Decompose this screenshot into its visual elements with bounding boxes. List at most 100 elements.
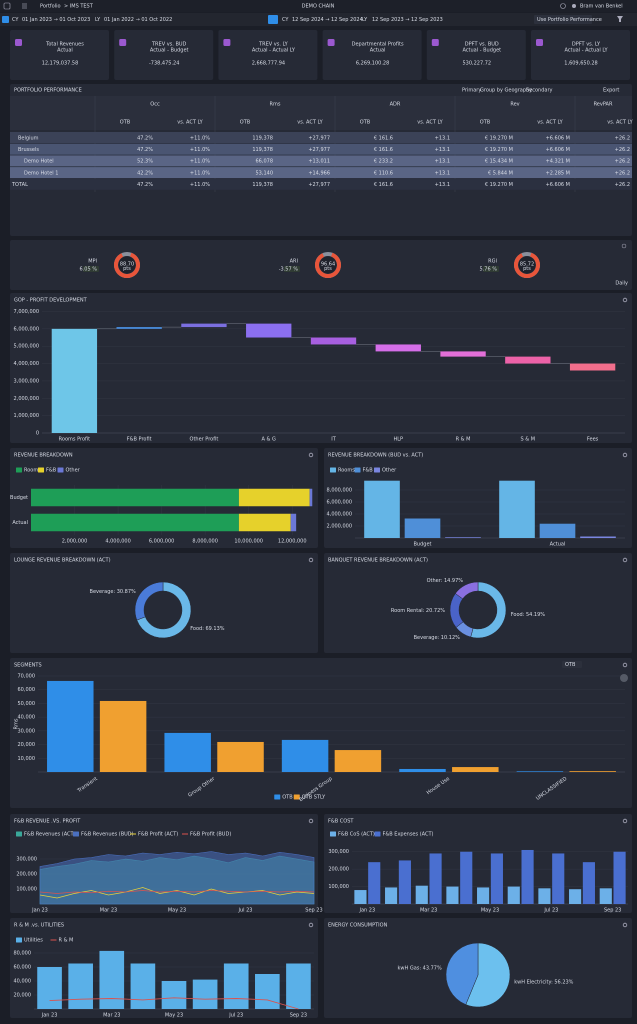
change-cell: +27,977 (308, 182, 330, 188)
table-row (10, 178, 632, 190)
bar (255, 974, 280, 1009)
change-cell: +26.2 (615, 135, 630, 141)
waterfall-bar (246, 323, 292, 338)
table-control[interactable]: Group by Geography (480, 88, 532, 94)
gauge-change: 6.05 % (80, 267, 98, 273)
value-cell: € 161.6 (374, 182, 393, 188)
table-control[interactable]: Primary (462, 88, 481, 94)
group-header: RevPAR (594, 102, 613, 108)
gauge-period: Daily (615, 281, 628, 287)
kpi-icon (327, 39, 335, 46)
chart-title: REVENUE BREAKDOWN (14, 453, 73, 459)
y-tick-label: 2,000,000 (327, 524, 352, 530)
option-dropdown[interactable] (534, 15, 592, 24)
gauge-change-badge (284, 266, 300, 272)
legend-label: F&B Profit (BUD) (190, 832, 231, 838)
y-tick-label: 70,000 (18, 674, 36, 680)
subheader: vs. ACT LY (537, 120, 563, 126)
chart-panel (10, 293, 632, 443)
legend-swatch (354, 467, 361, 473)
help-icon[interactable] (560, 3, 566, 9)
value-cell: 47.2% (137, 135, 153, 141)
value-cell: € 15.434 M (485, 159, 513, 165)
bar (538, 888, 551, 904)
menu-icon[interactable] (22, 3, 27, 9)
table-row[interactable] (10, 143, 632, 155)
legend-swatch (330, 831, 336, 837)
kpi-subtitle: Actual - Actual LY (564, 48, 608, 54)
y-tick-label: 80,000 (14, 951, 32, 957)
settings-icon[interactable] (622, 452, 628, 458)
legend-label: Other (66, 468, 81, 474)
gauge-change-badge (483, 266, 499, 272)
bar-segment (309, 488, 313, 507)
x-tick-label: Budget (414, 542, 432, 548)
top-bar (0, 0, 637, 12)
table-row[interactable] (10, 167, 632, 179)
x-tick-label: R & M (456, 437, 471, 443)
table-row[interactable] (10, 132, 632, 143)
y-tick-label: 0 (36, 431, 39, 437)
y-tick-label: 100,000 (16, 887, 37, 893)
bar (281, 739, 329, 772)
x-tick-label: 6,000,000 (149, 539, 174, 545)
area-series (39, 851, 315, 905)
gauge-ring (114, 252, 140, 278)
y-tick-label: 40,000 (14, 979, 32, 985)
value-cell: 119,378 (252, 182, 273, 188)
value-cell: € 19.270 M (485, 135, 513, 141)
app-icon (3, 2, 11, 10)
kpi-card (426, 30, 526, 80)
legend-label: F&B Expenses (ACT) (383, 832, 434, 838)
breadcrumb-section: Portfolio (40, 4, 61, 10)
bar (499, 480, 535, 538)
bar-segment (290, 513, 297, 532)
control-dropdown[interactable] (562, 661, 582, 668)
pie-slice (455, 581, 479, 600)
chart-title: F&B COST (328, 819, 354, 825)
settings-icon[interactable] (308, 452, 314, 458)
settings-icon[interactable] (622, 662, 628, 668)
change-cell: +11.0% (190, 159, 210, 165)
y-tick-label: 3,000,000 (14, 378, 39, 384)
settings-icon[interactable] (308, 557, 314, 563)
subheader: vs. ACT LY (297, 120, 323, 126)
chart-title: BANQUET REVENUE BREAKDOWN (ACT) (328, 558, 428, 564)
legend-swatch (293, 794, 300, 800)
settings-icon[interactable] (622, 922, 628, 928)
x-tick-label: Other Profit (190, 437, 219, 443)
settings-icon[interactable] (308, 922, 314, 928)
bar (99, 950, 125, 1009)
kpi-title: DPFT vs. BUD (465, 42, 499, 48)
y-tick-label: 8,000,000 (327, 488, 352, 494)
kpi-subtitle: Actual (370, 48, 386, 54)
y-tick-label: 100,000 (328, 884, 349, 890)
kpi-icon (223, 39, 231, 46)
x-tick-label: 12,000,000 (278, 539, 307, 545)
waterfall-bar (375, 344, 421, 352)
calendar-button[interactable] (268, 15, 278, 24)
filter-icon[interactable] (617, 16, 623, 22)
chart-panel (324, 553, 632, 653)
waterfall-bar (440, 351, 486, 357)
table-control[interactable]: Secondary (526, 88, 553, 94)
settings-icon[interactable] (622, 557, 628, 563)
subheader: vs. ACT LY (607, 120, 633, 126)
settings-icon[interactable] (622, 818, 628, 824)
bar (415, 885, 428, 904)
table-control[interactable]: Export (603, 88, 619, 94)
bar (445, 537, 481, 538)
x-tick-label: Actual (550, 542, 566, 548)
chart-title: GOP - PROFIT DEVELOPMENT (14, 298, 88, 304)
change-cell: +6.606 M (546, 182, 570, 188)
table-row[interactable] (10, 155, 632, 167)
settings-icon[interactable] (308, 818, 314, 824)
row-name: Demo Hotel (24, 159, 54, 165)
change-cell: +26.2 (615, 182, 630, 188)
settings-icon[interactable] (622, 297, 628, 303)
subheader: OTB (480, 120, 491, 126)
kpi-subtitle: Actual (57, 48, 73, 54)
bar (47, 680, 94, 772)
